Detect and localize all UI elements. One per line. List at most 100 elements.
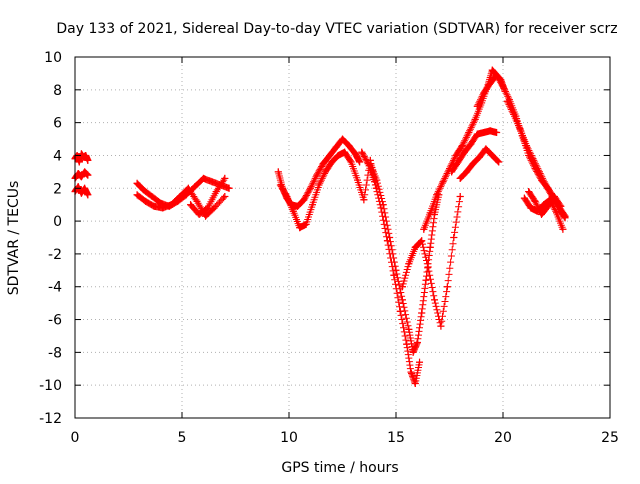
data-point — [463, 168, 471, 176]
data-point — [81, 184, 89, 192]
series-1 — [71, 150, 92, 166]
x-tick-label: 0 — [71, 430, 80, 446]
data-point — [379, 201, 387, 209]
data-point — [495, 158, 503, 166]
data-point — [221, 174, 229, 182]
data-point — [407, 368, 415, 376]
data-point — [460, 148, 468, 156]
data-point — [431, 296, 439, 304]
data-point — [360, 196, 368, 204]
data-point — [409, 348, 417, 356]
y-tick-label: -2 — [48, 247, 62, 263]
data-point — [167, 201, 175, 209]
series-16 — [503, 97, 569, 220]
data-point — [345, 142, 353, 150]
data-point — [418, 309, 426, 317]
y-tick-label: -8 — [48, 345, 62, 361]
data-point — [315, 181, 323, 189]
data-point — [448, 168, 456, 176]
series-18 — [525, 188, 565, 219]
x-tick-label: 20 — [494, 430, 512, 446]
data-point — [276, 181, 284, 189]
grid-lines — [75, 57, 610, 418]
data-point — [274, 168, 282, 176]
data-point — [469, 160, 477, 168]
data-point — [454, 158, 462, 166]
y-tick-label: 2 — [53, 181, 62, 197]
data-point — [475, 153, 483, 161]
y-tick-label: 6 — [53, 116, 62, 132]
data-point — [321, 168, 329, 176]
data-point — [74, 183, 82, 191]
data-point — [212, 188, 220, 196]
data-point — [486, 79, 494, 87]
data-point — [557, 202, 565, 210]
data-point — [473, 130, 481, 138]
data-point — [426, 209, 434, 217]
data-point — [480, 128, 488, 136]
data-point — [210, 204, 218, 212]
data-point — [390, 271, 398, 279]
data-point — [433, 191, 441, 199]
data-point — [542, 181, 550, 189]
data-point — [358, 148, 366, 156]
data-point — [486, 127, 494, 135]
y-tick-label: -10 — [39, 378, 62, 394]
data-point — [413, 339, 421, 347]
data-point — [283, 192, 291, 200]
y-axis-label: SDTVAR / TECUs — [6, 181, 22, 296]
data-point — [191, 183, 199, 191]
data-point — [133, 179, 141, 187]
data-point — [411, 380, 419, 388]
data-point — [398, 283, 406, 291]
data-point — [74, 170, 82, 178]
data-point — [309, 201, 317, 209]
data-point — [443, 283, 451, 291]
data-point — [373, 176, 381, 184]
data-point — [332, 143, 340, 151]
data-point — [529, 155, 537, 163]
data-point — [452, 151, 460, 159]
data-point — [488, 66, 496, 74]
data-point — [77, 189, 85, 197]
data-point — [471, 115, 479, 123]
data-point — [351, 150, 359, 158]
data-point — [302, 220, 310, 228]
data-point — [204, 204, 212, 212]
data-point — [296, 224, 304, 232]
series-10 — [366, 160, 443, 356]
data-point — [142, 197, 150, 205]
x-tick-label: 15 — [387, 430, 405, 446]
data-point — [139, 186, 147, 194]
y-tick-label: -6 — [48, 313, 62, 329]
data-point — [82, 151, 90, 159]
data-point — [294, 202, 302, 210]
data-point — [148, 192, 156, 200]
data-point — [199, 174, 207, 182]
data-point — [535, 168, 543, 176]
data-point — [84, 171, 92, 179]
data-point — [520, 194, 528, 202]
data-point — [353, 176, 361, 184]
data-point — [195, 211, 203, 219]
plot-border — [74, 56, 611, 419]
data-point — [561, 212, 569, 220]
series-6 — [187, 174, 229, 219]
data-point — [531, 197, 539, 205]
data-point — [77, 173, 85, 181]
data-point — [458, 142, 466, 150]
data-point — [341, 148, 349, 156]
data-point — [503, 97, 511, 105]
data-point — [150, 202, 158, 210]
data-point — [523, 142, 531, 150]
data-point — [439, 178, 447, 186]
data-point — [319, 160, 327, 168]
data-point — [398, 296, 406, 304]
data-point — [159, 204, 167, 212]
data-point — [386, 234, 394, 241]
data-point — [559, 225, 567, 233]
data-point — [339, 135, 346, 143]
data-point — [467, 140, 475, 148]
